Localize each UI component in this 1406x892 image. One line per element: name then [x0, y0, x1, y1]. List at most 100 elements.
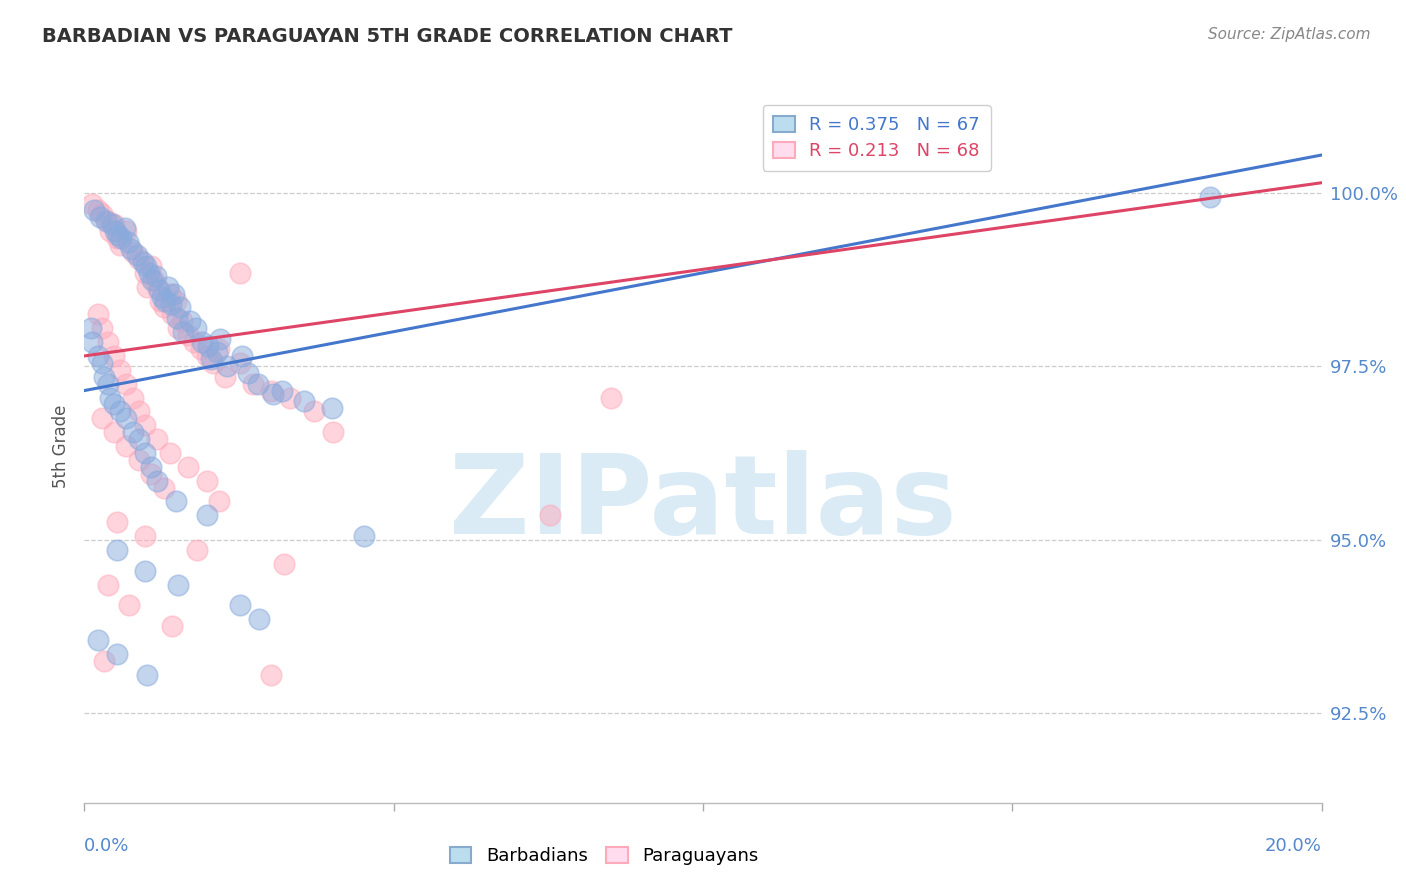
Point: [179, 314, 201, 328]
Point: [134, 564, 156, 578]
Point: [120, 242, 142, 256]
Text: Source: ZipAtlas.com: Source: ZipAtlas.com: [1208, 27, 1371, 42]
Point: [195, 508, 218, 523]
Text: 0.0%: 0.0%: [84, 838, 129, 855]
Point: [110, 238, 132, 252]
Point: [97, 214, 120, 228]
Point: [156, 279, 179, 293]
Point: [101, 217, 124, 231]
Point: [125, 248, 148, 262]
Point: [214, 369, 236, 384]
Point: [152, 481, 174, 495]
Point: [322, 425, 344, 439]
Point: [246, 376, 269, 391]
Point: [321, 401, 343, 415]
Text: ZIPatlas: ZIPatlas: [449, 450, 957, 557]
Point: [128, 252, 150, 266]
Point: [165, 494, 187, 508]
Point: [105, 543, 128, 558]
Point: [153, 293, 176, 308]
Point: [197, 338, 219, 352]
Point: [169, 301, 191, 315]
Point: [146, 432, 169, 446]
Point: [103, 217, 125, 231]
Point: [87, 307, 110, 321]
Point: [353, 529, 375, 543]
Point: [121, 245, 143, 260]
Point: [160, 297, 183, 311]
Text: 20.0%: 20.0%: [1265, 838, 1322, 855]
Point: [141, 259, 163, 273]
Point: [97, 334, 120, 349]
Point: [136, 667, 159, 681]
Y-axis label: 5th Grade: 5th Grade: [52, 404, 70, 488]
Point: [114, 220, 136, 235]
Point: [145, 269, 167, 284]
Point: [183, 334, 205, 349]
Point: [167, 321, 190, 335]
Point: [278, 391, 301, 405]
Point: [538, 508, 561, 523]
Point: [134, 529, 156, 543]
Point: [98, 391, 121, 405]
Point: [135, 259, 157, 273]
Point: [90, 411, 112, 425]
Point: [107, 227, 129, 242]
Point: [105, 515, 128, 529]
Point: [134, 266, 156, 280]
Point: [115, 224, 138, 238]
Point: [103, 425, 125, 439]
Point: [262, 387, 284, 401]
Point: [229, 266, 252, 280]
Point: [177, 459, 200, 474]
Point: [208, 342, 231, 356]
Point: [184, 321, 207, 335]
Point: [105, 647, 128, 661]
Point: [166, 310, 188, 325]
Point: [146, 279, 169, 293]
Point: [208, 494, 231, 508]
Point: [215, 359, 238, 374]
Point: [186, 543, 208, 558]
Point: [238, 366, 260, 380]
Point: [115, 411, 138, 425]
Point: [128, 453, 150, 467]
Point: [79, 321, 101, 335]
Point: [292, 394, 315, 409]
Point: [207, 345, 229, 359]
Point: [110, 231, 132, 245]
Point: [110, 404, 132, 418]
Point: [200, 352, 222, 367]
Point: [136, 279, 159, 293]
Point: [118, 599, 141, 613]
Point: [141, 459, 163, 474]
Point: [121, 391, 143, 405]
Point: [229, 356, 252, 370]
Point: [80, 196, 103, 211]
Point: [273, 557, 295, 571]
Point: [94, 214, 117, 228]
Point: [128, 404, 150, 418]
Point: [172, 325, 194, 339]
Point: [195, 474, 218, 488]
Point: [93, 369, 115, 384]
Point: [152, 301, 174, 315]
Point: [142, 273, 165, 287]
Point: [190, 342, 212, 356]
Point: [231, 349, 253, 363]
Point: [260, 667, 283, 681]
Point: [247, 612, 270, 626]
Point: [202, 356, 225, 370]
Point: [87, 349, 110, 363]
Point: [242, 376, 264, 391]
Point: [121, 425, 143, 439]
Point: [134, 418, 156, 433]
Point: [159, 446, 181, 460]
Point: [191, 334, 214, 349]
Point: [141, 273, 163, 287]
Point: [97, 577, 120, 591]
Point: [115, 376, 138, 391]
Point: [149, 293, 172, 308]
Point: [98, 224, 121, 238]
Point: [600, 391, 623, 405]
